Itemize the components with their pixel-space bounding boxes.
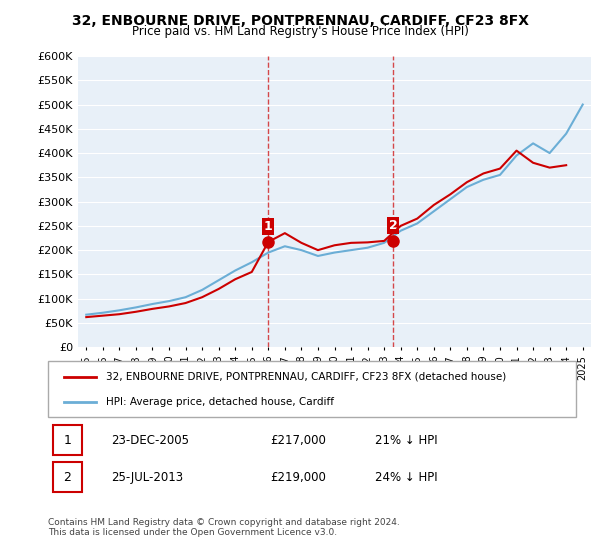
Text: Price paid vs. HM Land Registry's House Price Index (HPI): Price paid vs. HM Land Registry's House …: [131, 25, 469, 38]
Text: 24% ↓ HPI: 24% ↓ HPI: [376, 471, 438, 484]
Text: Contains HM Land Registry data © Crown copyright and database right 2024.
This d: Contains HM Land Registry data © Crown c…: [48, 518, 400, 538]
Text: 2: 2: [64, 471, 71, 484]
Text: HPI: Average price, detached house, Cardiff: HPI: Average price, detached house, Card…: [106, 396, 334, 407]
Text: £217,000: £217,000: [270, 434, 326, 447]
Text: 1: 1: [64, 434, 71, 447]
Text: 1: 1: [263, 220, 272, 233]
FancyBboxPatch shape: [53, 426, 82, 455]
Text: £219,000: £219,000: [270, 471, 326, 484]
Text: 21% ↓ HPI: 21% ↓ HPI: [376, 434, 438, 447]
Text: 25-JUL-2013: 25-JUL-2013: [112, 471, 184, 484]
FancyBboxPatch shape: [53, 463, 82, 492]
Text: 32, ENBOURNE DRIVE, PONTPRENNAU, CARDIFF, CF23 8FX: 32, ENBOURNE DRIVE, PONTPRENNAU, CARDIFF…: [71, 14, 529, 28]
Text: 32, ENBOURNE DRIVE, PONTPRENNAU, CARDIFF, CF23 8FX (detached house): 32, ENBOURNE DRIVE, PONTPRENNAU, CARDIFF…: [106, 372, 506, 382]
FancyBboxPatch shape: [48, 361, 576, 417]
Text: 23-DEC-2005: 23-DEC-2005: [112, 434, 190, 447]
Text: 2: 2: [389, 219, 398, 232]
